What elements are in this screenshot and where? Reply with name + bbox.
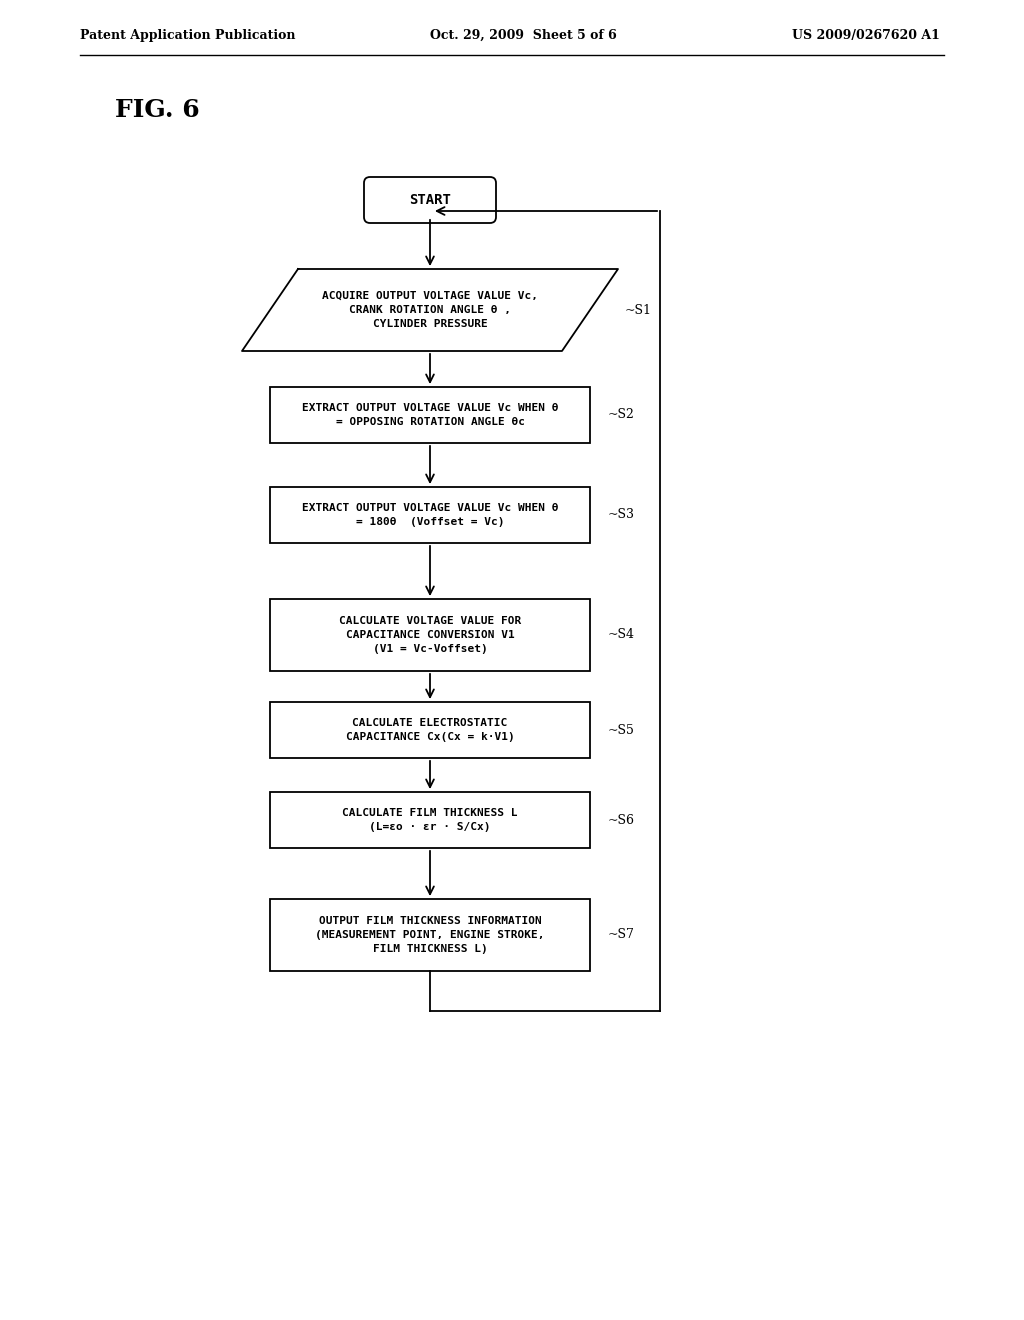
- Bar: [270, 899, 590, 972]
- Text: EXTRACT OUTPUT VOLTAGE VALUE Vc WHEN θ
= 180θ  (Voffset = Vc): EXTRACT OUTPUT VOLTAGE VALUE Vc WHEN θ =…: [302, 503, 558, 527]
- Text: ~S3: ~S3: [608, 508, 635, 521]
- Text: CALCULATE VOLTAGE VALUE FOR
CAPACITANCE CONVERSION V1
(V1 = Vc-Voffset): CALCULATE VOLTAGE VALUE FOR CAPACITANCE …: [339, 616, 521, 653]
- Text: ~S7: ~S7: [608, 928, 635, 941]
- Text: FIG. 6: FIG. 6: [115, 98, 200, 121]
- Polygon shape: [242, 269, 618, 351]
- Text: Patent Application Publication: Patent Application Publication: [80, 29, 296, 41]
- FancyBboxPatch shape: [364, 177, 496, 223]
- Bar: [270, 487, 590, 543]
- Text: Oct. 29, 2009  Sheet 5 of 6: Oct. 29, 2009 Sheet 5 of 6: [430, 29, 616, 41]
- Text: ACQUIRE OUTPUT VOLTAGE VALUE Vc,
CRANK ROTATION ANGLE θ ,
CYLINDER PRESSURE: ACQUIRE OUTPUT VOLTAGE VALUE Vc, CRANK R…: [322, 290, 538, 329]
- Text: ~S6: ~S6: [608, 813, 635, 826]
- Text: ~S5: ~S5: [608, 723, 635, 737]
- Bar: [270, 792, 590, 847]
- Text: CALCULATE ELECTROSTATIC
CAPACITANCE Cx(Cx = k·V1): CALCULATE ELECTROSTATIC CAPACITANCE Cx(C…: [346, 718, 514, 742]
- Text: OUTPUT FILM THICKNESS INFORMATION
(MEASUREMENT POINT, ENGINE STROKE,
FILM THICKN: OUTPUT FILM THICKNESS INFORMATION (MEASU…: [315, 916, 545, 954]
- Text: ~S1: ~S1: [625, 304, 652, 317]
- Bar: [270, 702, 590, 758]
- Text: CALCULATE FILM THICKNESS L
(L=εo · εr · S/Cx): CALCULATE FILM THICKNESS L (L=εo · εr · …: [342, 808, 518, 832]
- Text: US 2009/0267620 A1: US 2009/0267620 A1: [793, 29, 940, 41]
- Bar: [270, 599, 590, 671]
- Text: ~S2: ~S2: [608, 408, 635, 421]
- Text: EXTRACT OUTPUT VOLTAGE VALUE Vc WHEN θ
= OPPOSING ROTATION ANGLE θc: EXTRACT OUTPUT VOLTAGE VALUE Vc WHEN θ =…: [302, 403, 558, 426]
- Bar: [270, 387, 590, 444]
- Text: ~S4: ~S4: [608, 628, 635, 642]
- Text: START: START: [409, 193, 451, 207]
